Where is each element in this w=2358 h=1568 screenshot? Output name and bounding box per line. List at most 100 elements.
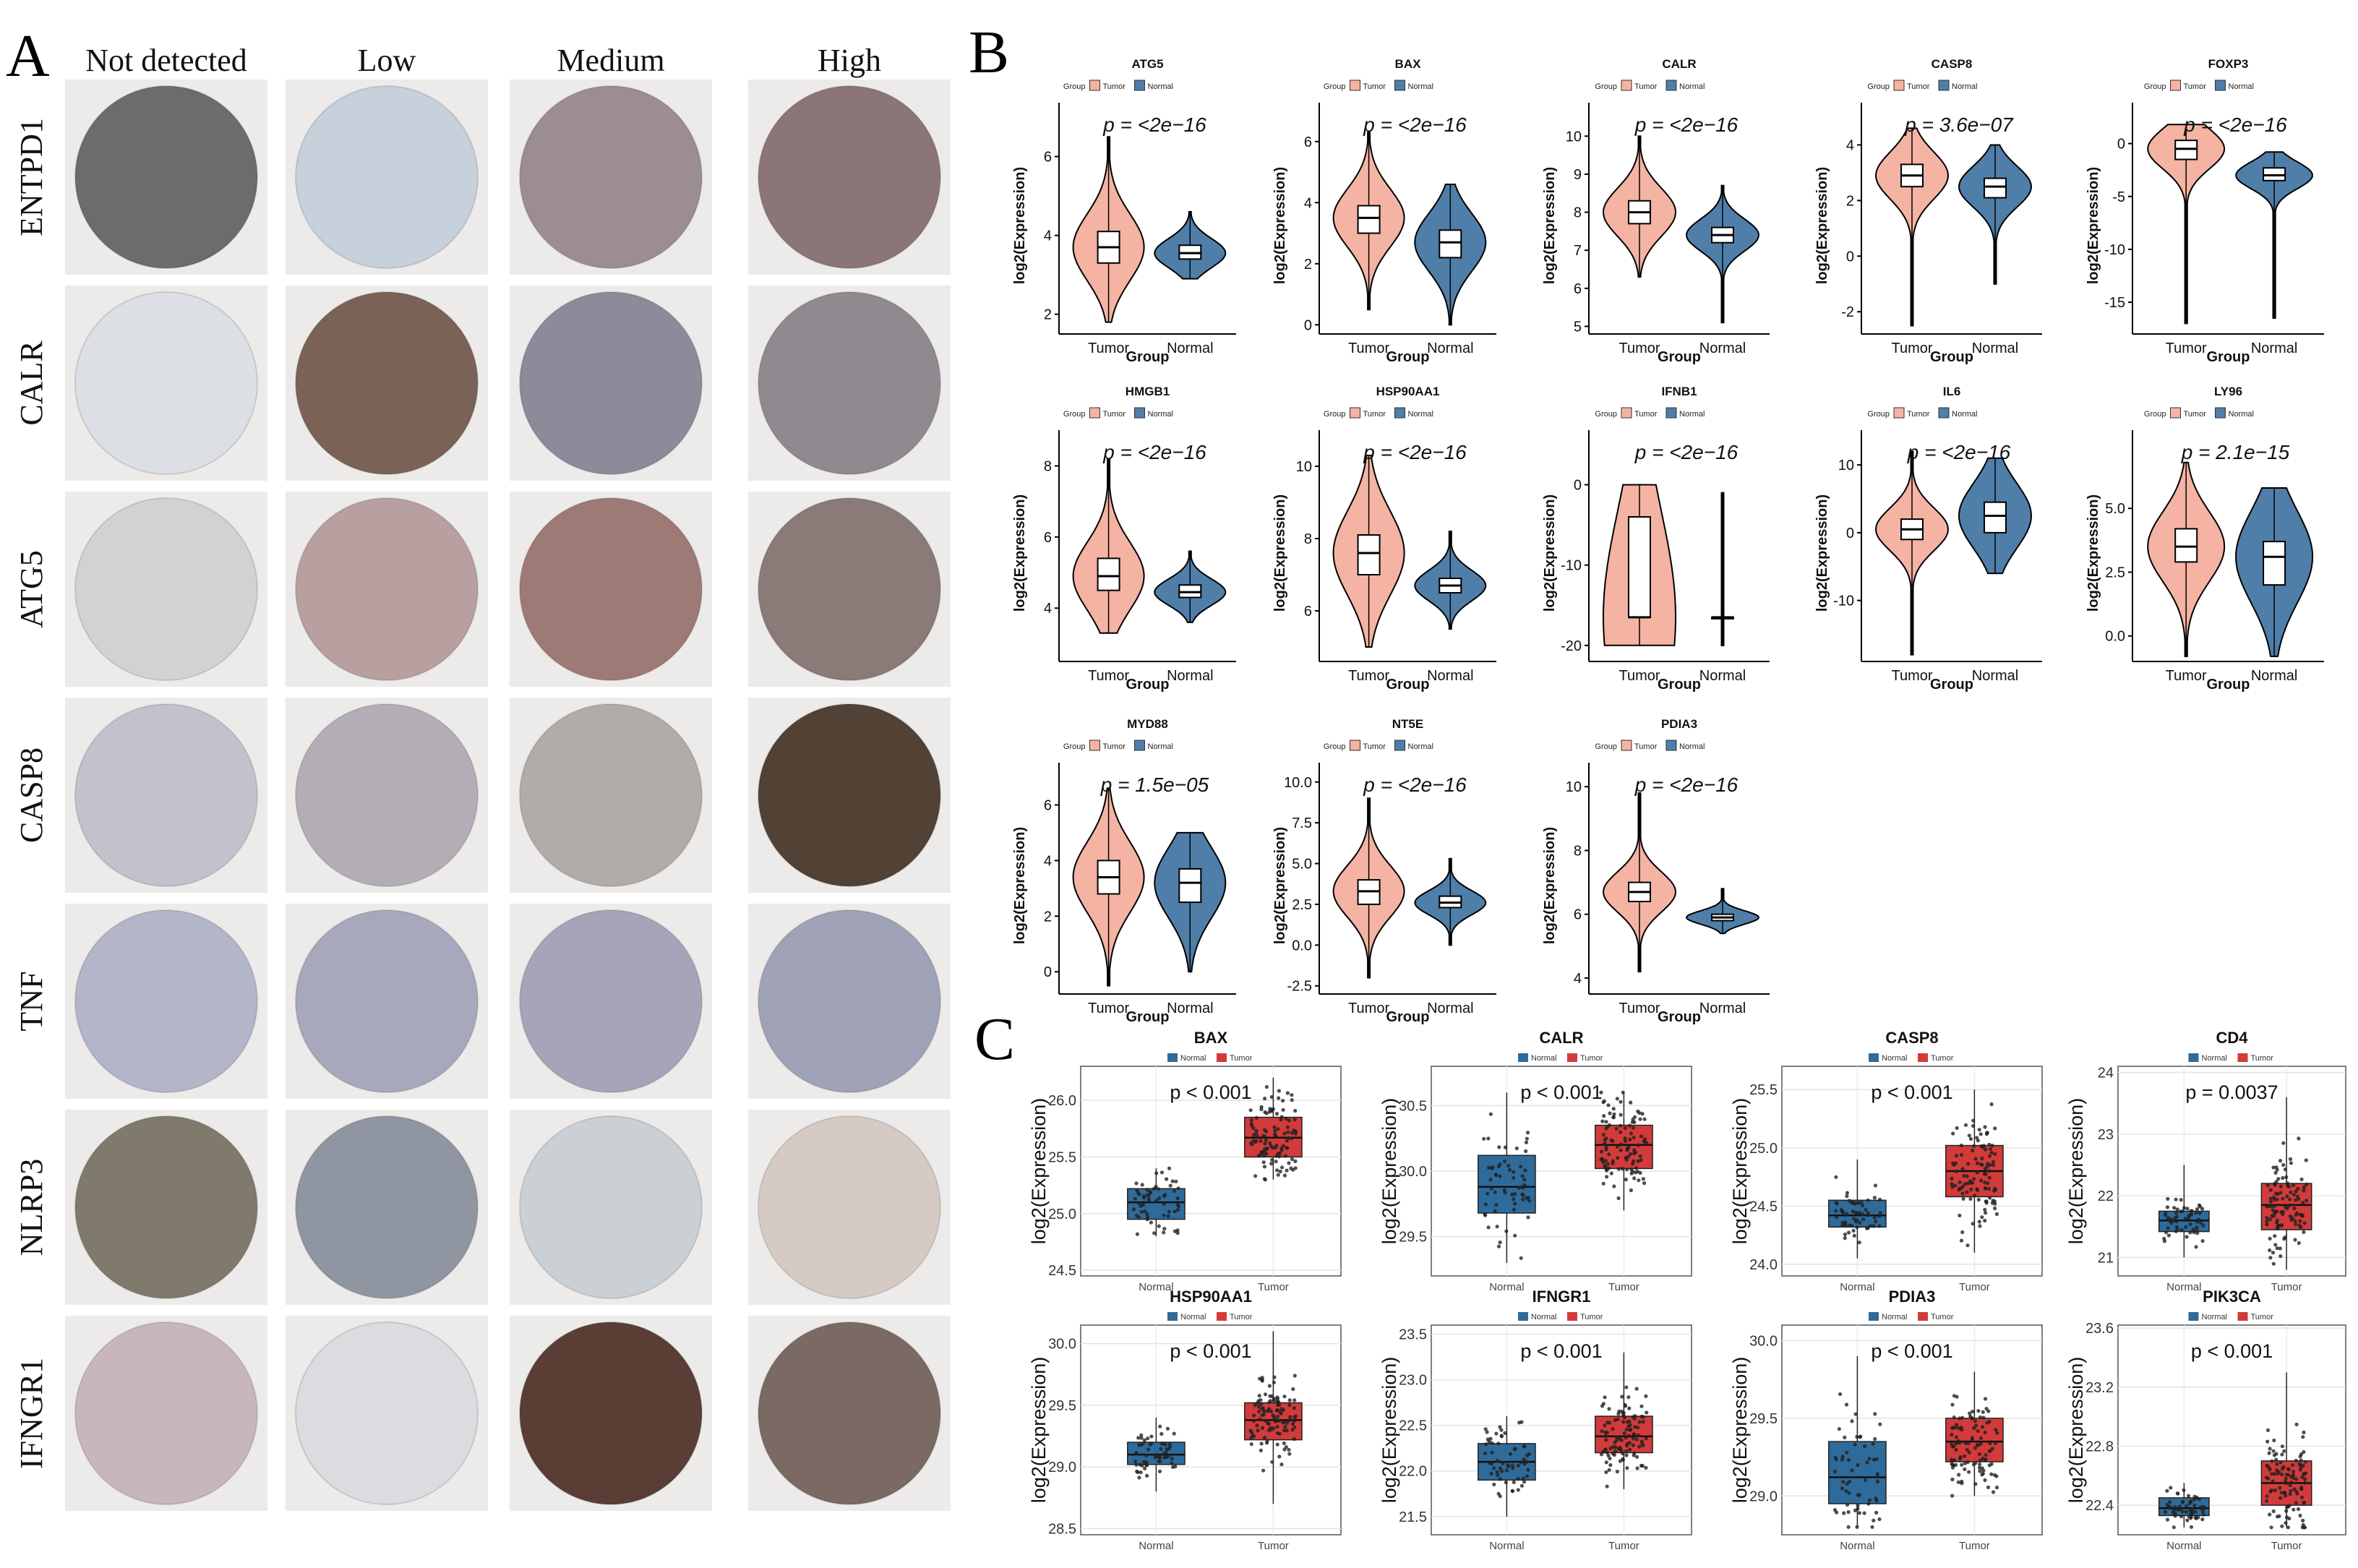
- b-ifnb1-legend-label-tumor: Tumor: [1634, 410, 1658, 419]
- c-pik3ca-point-normal: [2176, 1491, 2180, 1496]
- b-foxp3-y-tick-label: -10: [2104, 242, 2125, 258]
- c-calr-point-tumor: [1616, 1167, 1621, 1171]
- c-pik3ca-point-tumor: [2274, 1468, 2279, 1473]
- c-pik3ca-point-tumor: [2279, 1491, 2284, 1495]
- c-calr-y-tick-label: 30.0: [1399, 1164, 1427, 1180]
- c-casp8-point-tumor: [1983, 1218, 1987, 1223]
- b-calr-y-tick-label: 6: [1574, 281, 1582, 297]
- c-bax-point-tumor: [1274, 1112, 1279, 1116]
- c-hsp90aa1-point-normal: [1165, 1426, 1170, 1431]
- c-bax-point-tumor: [1263, 1141, 1267, 1146]
- c-hsp90aa1-point-tumor: [1272, 1397, 1276, 1401]
- c-casp8-point-tumor: [1966, 1162, 1971, 1166]
- ihc-tissue-core-calr-not-detected: [74, 291, 258, 475]
- c-cd4-point-tumor: [2273, 1170, 2278, 1175]
- c-calr-point-tumor: [1619, 1123, 1623, 1128]
- c-ifngr1-point-tumor: [1603, 1430, 1608, 1435]
- c-hsp90aa1-point-tumor: [1275, 1408, 1279, 1413]
- c-cd4-point-normal: [2188, 1222, 2192, 1226]
- c-bax-point-tumor: [1283, 1154, 1287, 1158]
- c-hsp90aa1-point-tumor: [1276, 1400, 1280, 1405]
- c-pdia3-point-tumor: [1994, 1441, 1998, 1445]
- c-pik3ca-point-normal: [2174, 1507, 2179, 1512]
- ihc-tissue-core-ifngr1-not-detected: [74, 1321, 258, 1505]
- c-bax-point-tumor: [1254, 1131, 1259, 1136]
- c-hsp90aa1-point-tumor: [1269, 1409, 1273, 1413]
- c-pdia3-point-tumor: [1967, 1470, 1971, 1474]
- c-hsp90aa1-point-normal: [1137, 1475, 1141, 1480]
- c-pik3ca-point-normal: [2192, 1494, 2197, 1499]
- c-pik3ca-point-normal: [2192, 1497, 2197, 1501]
- c-cd4-point-tumor: [2281, 1141, 2286, 1145]
- c-hsp90aa1-point-normal: [1172, 1431, 1176, 1436]
- c-cd4-point-tumor: [2275, 1246, 2279, 1251]
- c-cd4-point-tumor: [2288, 1157, 2293, 1161]
- b-ly96-legend-title: Group: [2144, 410, 2166, 419]
- c-bax-point-tumor: [1281, 1144, 1285, 1148]
- c-casp8-point-normal: [1843, 1222, 1848, 1226]
- c-bax-point-tumor: [1285, 1091, 1290, 1095]
- c-casp8-point-tumor: [1986, 1186, 1991, 1191]
- c-pdia3-point-tumor: [1983, 1397, 1988, 1401]
- c-pik3ca-point-tumor: [2287, 1504, 2291, 1508]
- c-casp8-point-normal: [1843, 1232, 1848, 1237]
- c-hsp90aa1-point-normal: [1158, 1460, 1162, 1464]
- b-casp8-y-tick-label: 4: [1846, 137, 1854, 153]
- c-bax-point-normal: [1135, 1232, 1139, 1236]
- c-calr-point-tumor: [1614, 1126, 1619, 1131]
- c-hsp90aa1-point-tumor: [1251, 1419, 1256, 1423]
- c-ifngr1-point-tumor: [1613, 1449, 1618, 1454]
- c-calr-point-tumor: [1623, 1136, 1627, 1141]
- c-hsp90aa1-point-normal: [1134, 1462, 1139, 1467]
- c-bax-x-tick-label-normal: Normal: [1139, 1281, 1173, 1293]
- c-calr-p-value: p < 0.001: [1520, 1081, 1602, 1103]
- c-ifngr1-point-normal: [1521, 1476, 1525, 1481]
- c-pdia3-point-tumor: [1950, 1462, 1954, 1466]
- c-calr-point-normal: [1507, 1168, 1512, 1172]
- c-calr-point-tumor: [1604, 1126, 1608, 1131]
- c-bax-point-normal: [1174, 1179, 1178, 1183]
- c-casp8-point-tumor: [1950, 1176, 1954, 1181]
- c-pik3ca-point-tumor: [2284, 1481, 2289, 1486]
- c-calr-point-tumor: [1632, 1136, 1636, 1140]
- c-calr-point-normal: [1493, 1209, 1497, 1213]
- c-ifngr1-point-tumor: [1607, 1407, 1611, 1411]
- c-bax-point-normal: [1136, 1191, 1141, 1195]
- c-casp8-point-tumor: [1968, 1136, 1973, 1141]
- b-calr-y-tick-label: 5: [1574, 319, 1582, 335]
- c-cd4-x-tick-label-normal: Normal: [2166, 1281, 2201, 1293]
- c-casp8-legend-label-tumor: Tumor: [1931, 1054, 1954, 1063]
- chart-c-pdia3: PDIA3 Normal Tumor 29.0 29.5 30.0 log2(Express…: [1729, 1288, 2043, 1552]
- c-hsp90aa1-point-normal: [1149, 1434, 1154, 1439]
- c-pik3ca-point-tumor: [2278, 1496, 2283, 1500]
- c-cd4-point-tumor: [2297, 1136, 2301, 1141]
- c-casp8-point-tumor: [1993, 1186, 1997, 1191]
- b-ifnb1-x-axis-title: Group: [1658, 677, 1701, 693]
- c-pik3ca-point-tumor: [2280, 1444, 2284, 1449]
- c-cd4-title: CD4: [2216, 1029, 2248, 1047]
- b-myd88-title: MYD88: [1127, 717, 1168, 731]
- c-pdia3-point-tumor: [1973, 1482, 1978, 1486]
- c-bax-y-tick-label: 25.0: [1048, 1207, 1076, 1222]
- c-cd4-point-normal: [2173, 1216, 2177, 1220]
- c-cd4-legend-label-tumor: Tumor: [2251, 1054, 2274, 1063]
- c-cd4-point-normal: [2195, 1207, 2200, 1212]
- c-pik3ca-point-tumor: [2265, 1439, 2270, 1444]
- c-casp8-point-tumor: [1988, 1147, 1993, 1152]
- c-casp8-point-tumor: [1960, 1191, 1965, 1196]
- c-pdia3-point-normal: [1850, 1419, 1854, 1423]
- c-cd4-point-tumor: [2299, 1177, 2304, 1181]
- c-ifngr1-point-normal: [1498, 1477, 1503, 1481]
- b-nt5e-y-tick-label: 7.5: [1292, 815, 1312, 831]
- c-cd4-point-normal: [2191, 1228, 2195, 1232]
- b-atg5-x-axis-title: Group: [1126, 349, 1170, 365]
- c-ifngr1-point-normal: [1496, 1458, 1500, 1462]
- c-calr-point-tumor: [1607, 1152, 1611, 1157]
- c-casp8-point-tumor: [1960, 1167, 1965, 1171]
- c-pik3ca-point-tumor: [2291, 1463, 2295, 1468]
- c-calr-point-normal: [1517, 1186, 1521, 1190]
- c-ifngr1-point-tumor: [1617, 1409, 1621, 1413]
- b-bax-y-tick-label: 2: [1304, 257, 1312, 273]
